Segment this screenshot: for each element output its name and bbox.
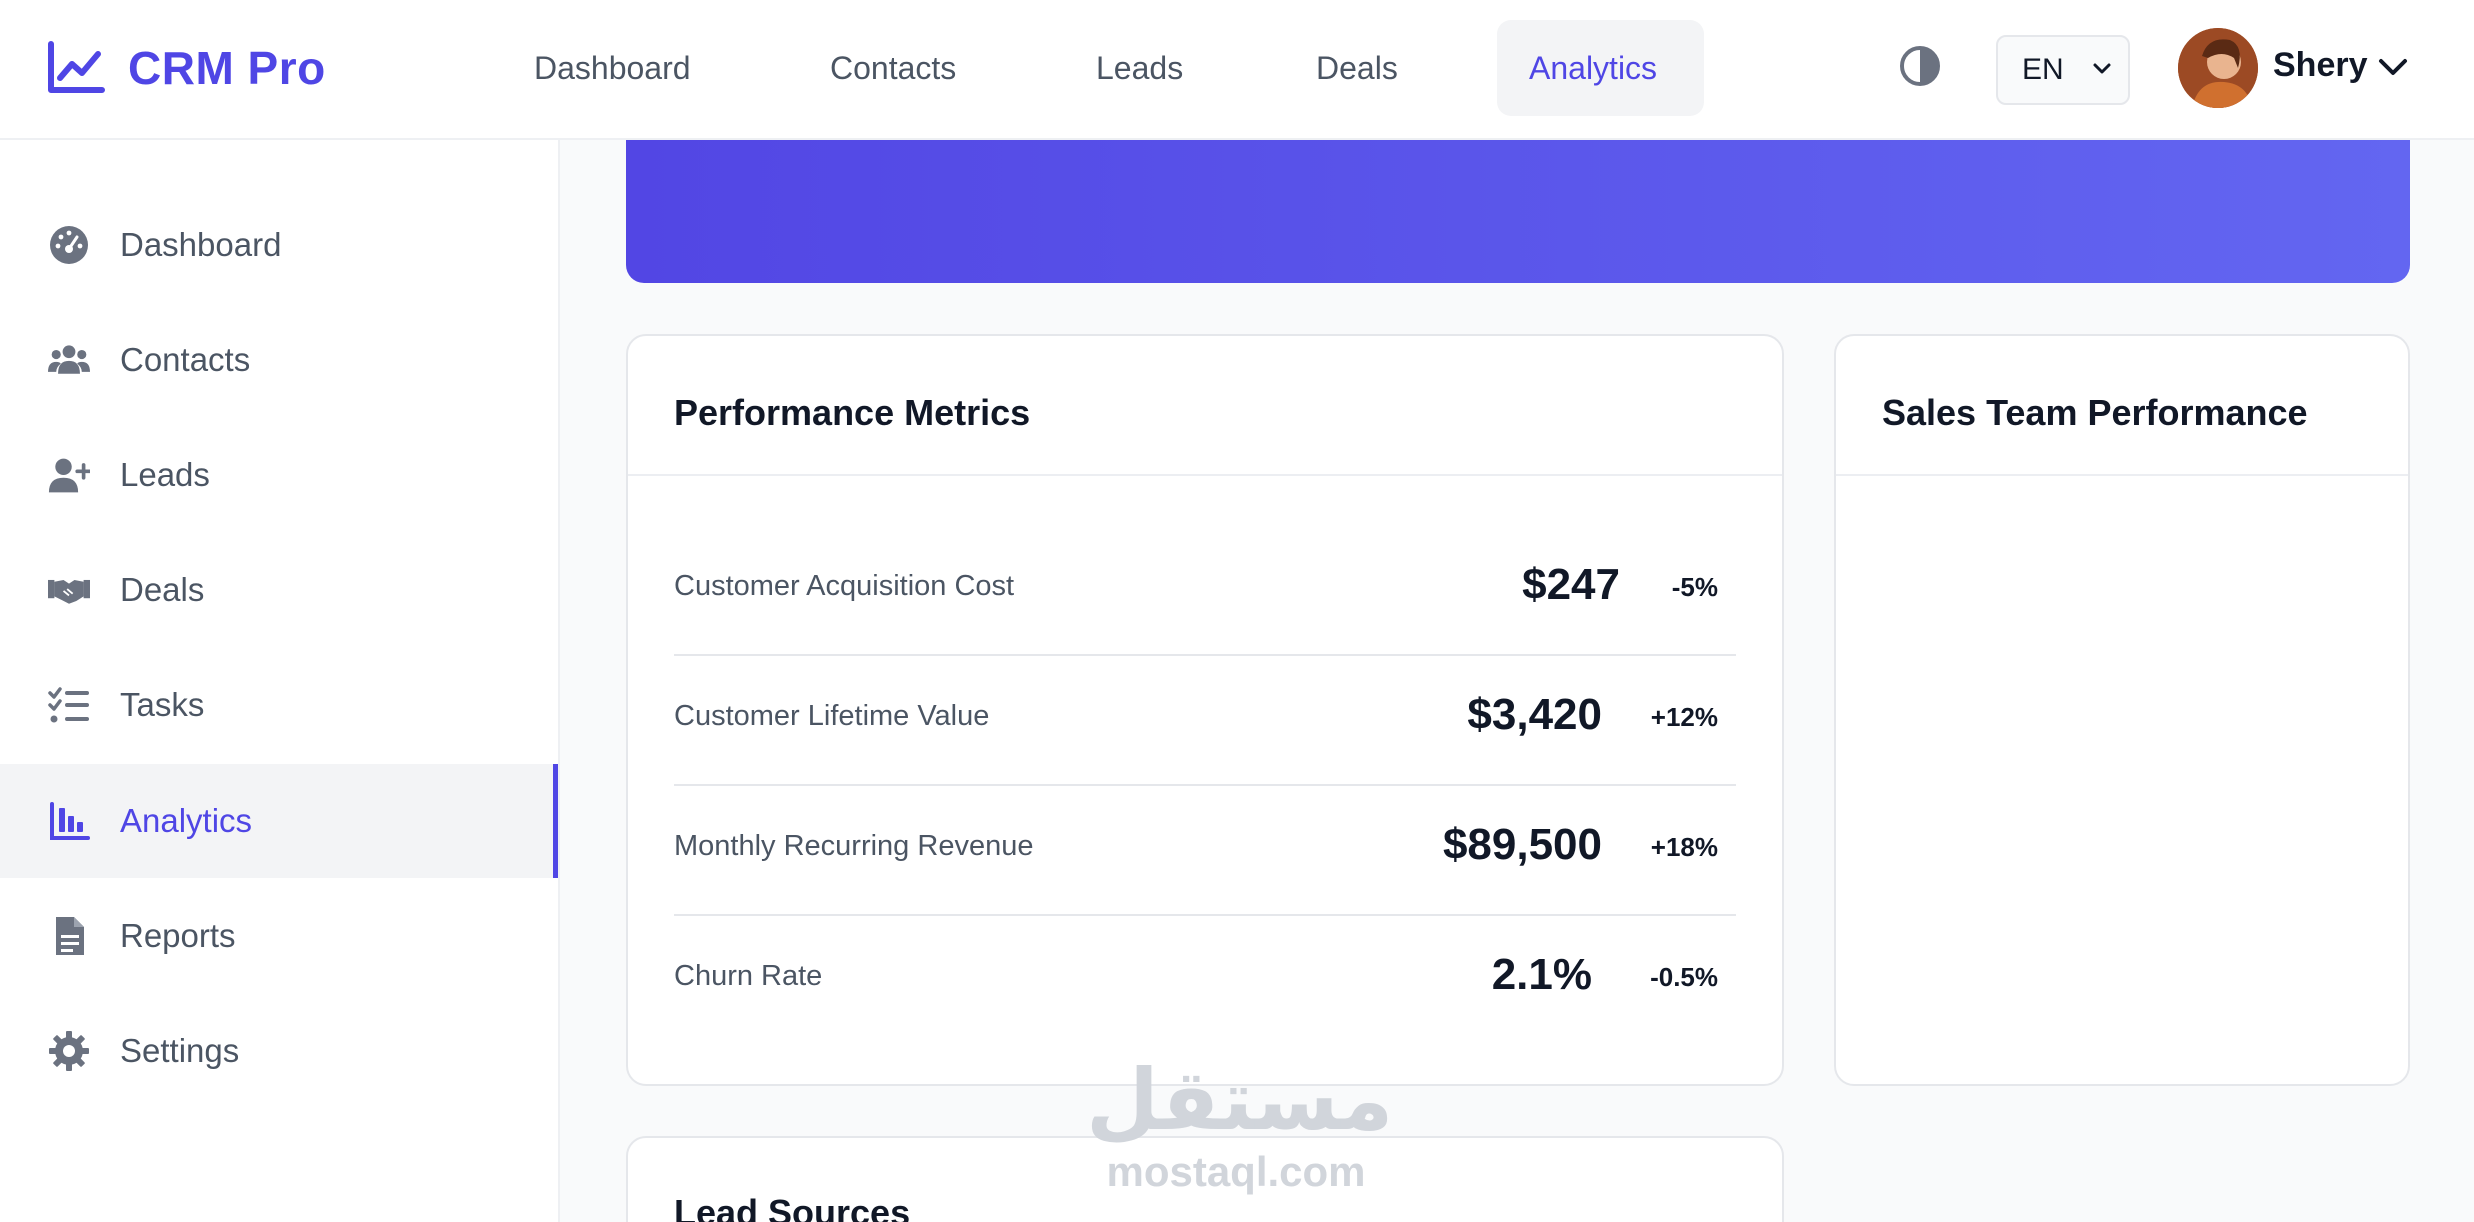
divider [628,474,1782,476]
bar-chart-icon [50,802,90,840]
sidebar-item-label: Analytics [120,802,253,839]
chevron-down-icon[interactable] [2378,56,2408,78]
chart-line-icon [48,41,105,93]
sidebar: Dashboard Contacts Leads Deals [0,140,560,1222]
sidebar-item-label: Tasks [120,686,205,723]
nav-analytics[interactable]: Analytics [1497,20,1704,116]
sidebar-item-tasks[interactable]: Tasks [0,648,558,762]
language-select[interactable]: EN [1996,35,2130,105]
top-navbar: CRM Pro Dashboard Contacts Leads Deals A… [0,0,2474,140]
header-banner [626,140,2410,283]
users-icon [48,345,90,374]
nav-leads[interactable]: Leads [1096,50,1184,86]
sidebar-item-label: Settings [120,1032,240,1069]
sidebar-item-settings[interactable]: Settings [0,994,558,1108]
brand[interactable]: CRM Pro [46,40,326,96]
sidebar-item-analytics[interactable]: Analytics [0,764,558,878]
metric-change: +18% [1650,832,1718,862]
metric-row: Churn Rate 2.1% -0.5% [674,916,1736,1046]
gauge-icon [50,226,88,264]
language-value: EN [2022,53,2064,86]
nav-dashboard[interactable]: Dashboard [534,50,691,86]
metric-row: Customer Lifetime Value $3,420 +12% [674,656,1736,786]
card-title: Performance Metrics [674,392,1031,433]
metric-label: Monthly Recurring Revenue [674,830,1034,862]
sales-team-performance-card: Sales Team Performance [1834,334,2410,1086]
contrast-icon[interactable] [1898,44,1942,88]
metric-label: Customer Lifetime Value [674,700,990,732]
divider [674,784,1736,786]
metric-value: 2.1% [1491,950,1592,999]
performance-metrics-card: Performance Metrics Customer Acquisition… [626,334,1784,1086]
metric-label: Churn Rate [674,960,823,992]
sidebar-item-label: Leads [120,456,210,493]
sidebar-item-reports[interactable]: Reports [0,879,558,993]
avatar[interactable] [2178,28,2258,108]
metric-value: $89,500 [1442,820,1602,869]
sidebar-item-label: Deals [120,571,205,608]
handshake-icon [48,579,90,604]
metric-change: -0.5% [1650,962,1718,992]
user-name[interactable]: Shery [2273,46,2368,84]
watermark: مستقل mostaql.com [1086,1051,1394,1196]
sidebar-item-dashboard[interactable]: Dashboard [0,188,558,302]
avatar-image [2178,28,2258,108]
sidebar-item-label: Dashboard [120,226,282,263]
chevron-down-icon [2093,63,2111,74]
divider [674,914,1736,916]
sidebar-item-leads[interactable]: Leads [0,418,558,532]
divider [674,654,1736,656]
lead-sources-card: Lead Sources [626,1136,1784,1222]
metric-row: Customer Acquisition Cost $247 -5% [674,526,1736,656]
card-title: Lead Sources [674,1192,911,1222]
file-icon [56,917,84,955]
watermark-arabic: مستقل [1086,1051,1394,1149]
nav-deals[interactable]: Deals [1316,50,1398,86]
brand-name: CRM Pro [128,42,326,94]
sidebar-item-deals[interactable]: Deals [0,533,558,647]
card-title: Sales Team Performance [1882,392,2308,433]
list-check-icon [48,687,89,723]
nav-contacts[interactable]: Contacts [830,50,957,86]
divider [1836,474,2408,476]
metric-change: -5% [1671,572,1718,602]
gear-icon [49,1031,89,1071]
metric-row: Monthly Recurring Revenue $89,500 +18% [674,786,1736,916]
metric-label: Customer Acquisition Cost [674,570,1015,602]
user-plus-icon [48,458,90,493]
metric-value: $247 [1522,560,1620,609]
sidebar-item-label: Contacts [120,341,251,378]
sidebar-item-label: Reports [120,917,236,954]
sidebar-item-contacts[interactable]: Contacts [0,303,558,417]
metric-change: +12% [1650,702,1718,732]
watermark-latin: mostaql.com [1106,1148,1366,1195]
metric-value: $3,420 [1467,690,1602,739]
